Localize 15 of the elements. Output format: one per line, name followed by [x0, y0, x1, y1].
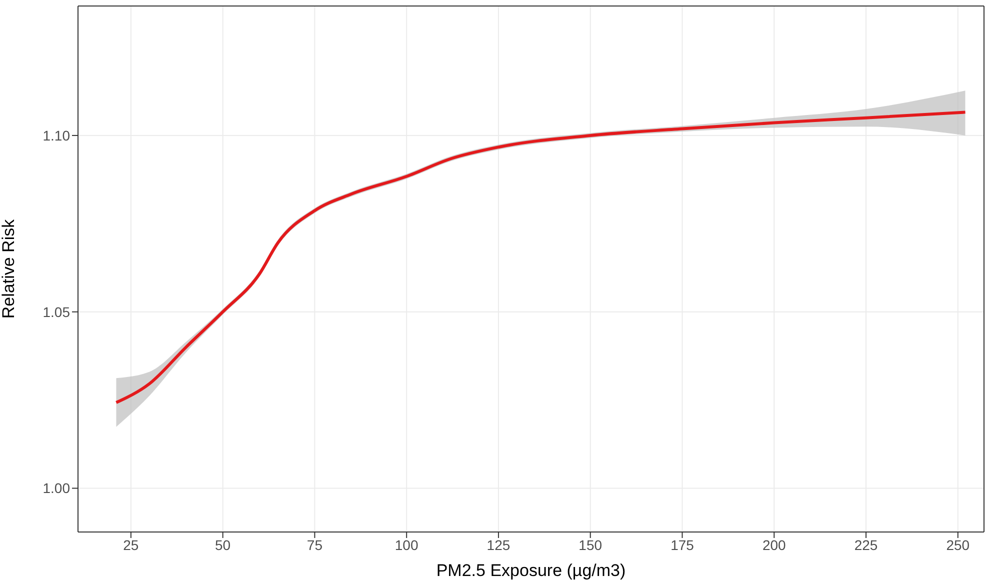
x-axis-title: PM2.5 Exposure (µg/m3)	[436, 561, 626, 580]
x-tick-label: 200	[762, 536, 786, 553]
y-axis-title: Relative Risk	[0, 218, 18, 319]
x-tick-label: 225	[854, 536, 878, 553]
y-tick-label: 1.10	[42, 127, 70, 144]
x-tick-label: 25	[123, 536, 139, 553]
x-tick-label: 125	[486, 536, 510, 553]
x-tick-label: 250	[946, 536, 970, 553]
x-tick-label: 100	[394, 536, 418, 553]
y-tick-label: 1.00	[42, 480, 70, 496]
x-tick-label: 150	[578, 536, 602, 553]
x-tick-label: 75	[306, 536, 323, 553]
x-tick-label: 50	[215, 536, 231, 553]
x-tick-label: 175	[670, 536, 694, 553]
y-tick-label: 1.05	[42, 304, 70, 320]
